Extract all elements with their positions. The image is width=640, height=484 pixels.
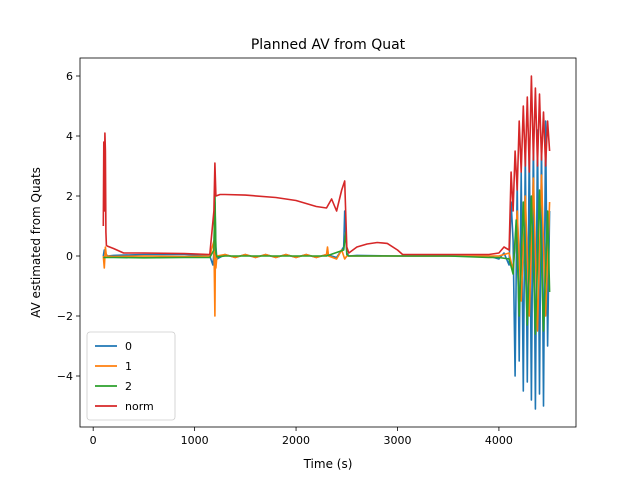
plot-lines: [102, 75, 551, 410]
legend-label: norm: [125, 400, 154, 413]
chart-title: Planned AV from Quat: [251, 37, 406, 53]
legend-box: [86, 331, 176, 421]
x-tick-label: 2000: [282, 434, 310, 447]
y-tick-label: 2: [66, 190, 73, 203]
series-line-1: [102, 174, 551, 332]
x-axis-ticks: 0 1000 2000 3000 4000: [90, 427, 513, 447]
x-tick-label: 4000: [485, 434, 513, 447]
y-tick-label: −2: [57, 310, 73, 323]
y-axis-ticks: −4 −2 0 2 4 6: [57, 70, 80, 383]
x-tick-label: 1000: [181, 434, 209, 447]
legend: 0 1 2 norm: [86, 331, 176, 421]
x-axis-label: Time (s): [303, 457, 353, 471]
y-tick-label: 6: [66, 70, 73, 83]
x-tick-label: 3000: [383, 434, 411, 447]
y-axis-label: AV estimated from Quats: [29, 167, 43, 318]
legend-label: 1: [125, 360, 132, 373]
y-tick-label: −4: [57, 370, 73, 383]
legend-label: 2: [125, 380, 132, 393]
y-tick-label: 0: [66, 250, 73, 263]
plot-frame: [79, 57, 577, 428]
y-tick-label: 4: [66, 130, 73, 143]
x-tick-label: 0: [90, 434, 97, 447]
series-line-2: [103, 189, 551, 335]
legend-label: 0: [125, 340, 132, 353]
series-line-norm: [102, 75, 551, 256]
